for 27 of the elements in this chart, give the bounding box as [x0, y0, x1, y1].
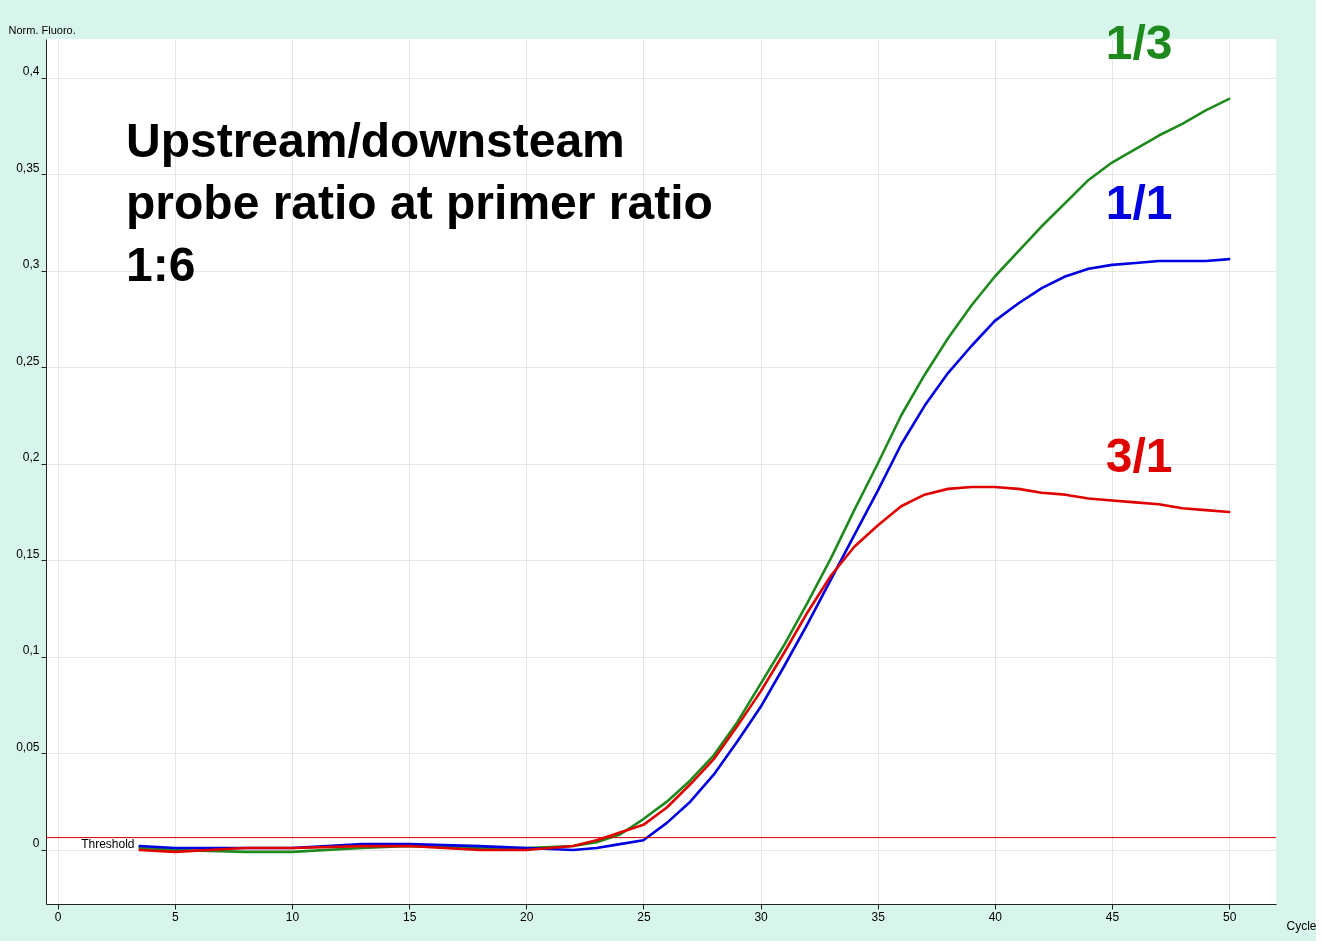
y-tick-label: 0,2 [22, 450, 40, 465]
y-tick-label: 0,1 [22, 643, 40, 658]
y-tick-label: 0,15 [16, 546, 40, 561]
text: Upstream/downsteam probe ratio at primer ratio 1:6 [126, 114, 713, 291]
y-tick-label: 0,3 [22, 257, 40, 272]
y-tick-label: 0,25 [16, 353, 40, 368]
x-tick-label: 25 [637, 909, 651, 924]
x-tick-label: 40 [988, 909, 1003, 924]
x-tick-label: 45 [1105, 909, 1120, 924]
x-tick-label: 50 [1222, 909, 1237, 924]
x-axis-title: Cycle [1286, 918, 1317, 933]
y-axis-title: Norm. Fluoro. [8, 23, 76, 36]
y-tick-label: 0 [32, 836, 40, 851]
series-label: 1/3 [1105, 15, 1173, 69]
x-tick-label: 30 [754, 909, 769, 924]
y-tick-label: 0,4 [22, 64, 40, 79]
x-tick-label: 5 [172, 909, 180, 924]
y-tick-label: 0,35 [16, 160, 40, 175]
x-tick-label: 0 [54, 909, 62, 924]
x-tick-label: 20 [520, 909, 534, 924]
series-label: 3/1 [1105, 429, 1173, 483]
x-tick-label: 10 [285, 909, 300, 924]
y-tick-label: 0,05 [16, 739, 40, 754]
series-label: 1/1 [1105, 176, 1173, 230]
x-tick-label: 15 [402, 909, 417, 924]
ref-line-label: Threshold [81, 836, 135, 851]
x-tick-label: 35 [871, 909, 886, 924]
